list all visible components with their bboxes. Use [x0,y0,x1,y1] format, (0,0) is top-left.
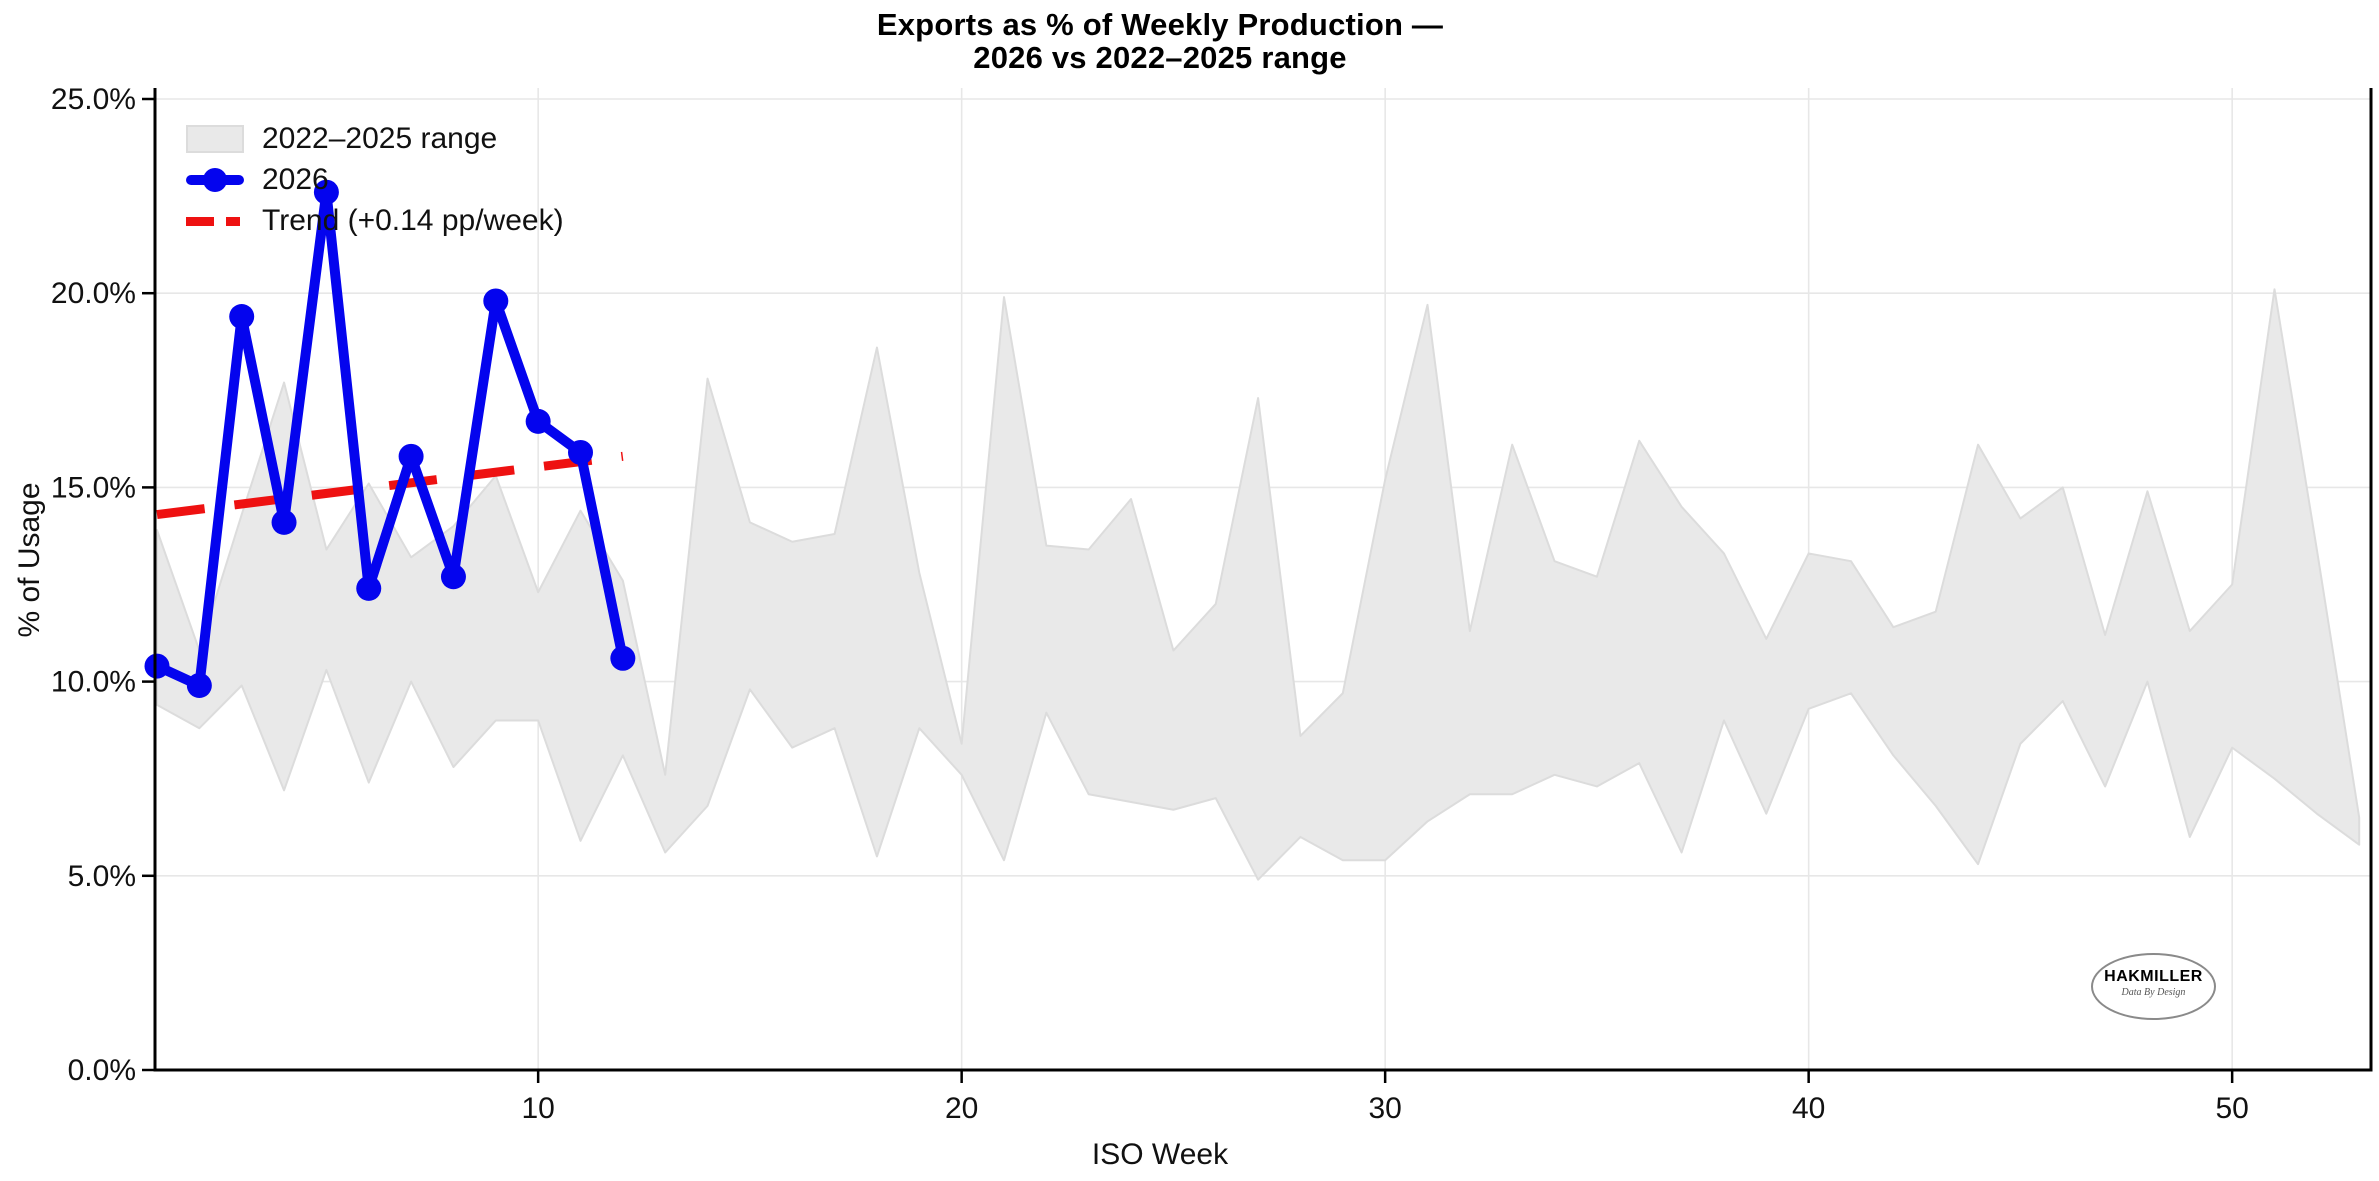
data-point-week-11 [568,439,593,465]
y-tick-label-25: 25.0% [51,83,136,116]
chart-title-line1: Exports as % of Weekly Production — [876,7,1444,42]
data-point-week-4 [271,509,297,535]
data-point-week-8 [440,564,466,590]
x-axis-label: ISO Week [1091,1138,1229,1171]
data-point-week-1 [144,653,170,679]
trend-line [156,451,624,520]
line-swatch-dot [203,167,227,192]
y-tick-label-20: 20.0% [51,277,136,310]
dash-segment-2 [226,216,240,226]
data-point-week-2 [186,672,212,698]
range-band [156,288,2361,881]
legend-item-2026: 2026 [186,159,564,200]
legend: 2022–2025 range 2026 Trend (+0.14 pp/wee… [186,118,564,241]
brand-logo-tagline: Data By Design [2121,987,2186,998]
legend-item-range: 2022–2025 range [186,118,564,159]
y-tick-label-5: 5.0% [68,860,136,893]
data-point-week-7 [398,443,424,469]
data-point-week-10 [525,408,551,434]
dashed-line-swatch [186,207,244,235]
y-tick-label-10: 10.0% [51,666,136,699]
data-point-week-12 [610,645,636,671]
legend-item-trend: Trend (+0.14 pp/week) [186,200,564,241]
chart-title: Exports as % of Weekly Production — 2026… [0,8,2320,74]
data-point-week-3 [229,304,255,330]
range-band-swatch [186,124,244,153]
brand-logo: HAKMILLER Data By Design [2091,953,2216,1020]
x-tick-label-50: 50 [2215,1092,2248,1125]
x-tick-label-10: 10 [521,1092,554,1125]
y-tick-label-15: 15.0% [51,471,136,504]
legend-label-range: 2022–2025 range [262,121,498,155]
dash-segment-1 [186,216,214,226]
data-point-week-9 [483,288,509,314]
y-axis-label: % of Usage [13,482,46,638]
y-tick-label-0: 0.0% [68,1054,136,1087]
x-tick-label-40: 40 [1792,1092,1825,1125]
x-tick-label-30: 30 [1368,1092,1401,1125]
line-marker-swatch [186,166,244,194]
x-tick-label-20: 20 [945,1092,978,1125]
legend-label-trend: Trend (+0.14 pp/week) [262,203,564,237]
data-point-week-6 [356,575,382,601]
data-point-week-5 [313,179,339,205]
brand-logo-name: HAKMILLER [2104,968,2203,985]
chart-title-line2: 2026 vs 2022–2025 range [973,40,1347,75]
legend-label-2026: 2026 [262,162,329,196]
